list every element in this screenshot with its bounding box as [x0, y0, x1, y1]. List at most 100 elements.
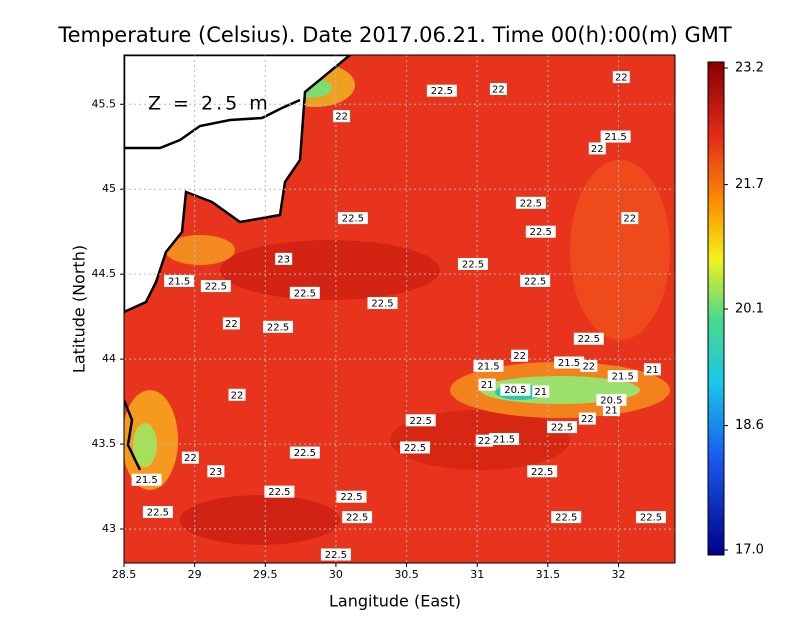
contour-label-box [200, 280, 231, 293]
y-tick-label: 45 [102, 182, 116, 195]
contour-label: 22.5 [531, 467, 553, 478]
contour-label: 22 [478, 436, 491, 447]
contour-label: 22.5 [520, 198, 542, 209]
x-tick-label: 30.5 [394, 568, 419, 581]
contour-label: 22.5 [431, 86, 453, 97]
contour-label: 22.5 [410, 416, 432, 427]
y-tick-label: 43 [102, 522, 116, 535]
contour-label: 22.5 [578, 334, 600, 345]
contour-label-box [580, 359, 598, 372]
contour-label-box [289, 446, 320, 459]
colorbar-label: 21.7 [735, 177, 764, 192]
contour-label: 21.5 [135, 475, 157, 486]
contour-label-box [500, 383, 531, 396]
contour-label-box [142, 506, 173, 519]
contour-label-box [264, 485, 295, 498]
contour-label: 21.5 [493, 434, 515, 445]
y-axis-label: Latitude (North) [70, 245, 89, 373]
contour-label-box [520, 274, 551, 287]
contour-label-box [342, 511, 373, 524]
contour-label-box [426, 84, 457, 97]
contour-label: 23 [277, 254, 290, 265]
contour-label-box [275, 252, 293, 265]
contour-label-box [596, 393, 627, 406]
contour-label: 22.5 [267, 322, 289, 333]
contour-label: 23 [209, 467, 222, 478]
contour-label: 22.5 [524, 276, 546, 287]
contour-label-box [478, 378, 496, 391]
contour-label: 22.5 [294, 448, 316, 459]
contour-label-box [228, 388, 246, 401]
x-tick-label: 29.5 [253, 568, 278, 581]
contour-label: 22.5 [371, 299, 393, 310]
contour-label: 22.5 [205, 282, 227, 293]
y-tick-label: 44 [102, 352, 116, 365]
contour-label-box [511, 349, 529, 362]
contour-label: 22 [231, 390, 244, 401]
contour-label: 22.5 [551, 423, 573, 434]
contour-label-box [489, 432, 520, 445]
field [124, 55, 675, 563]
x-tick-label: 32 [611, 568, 625, 581]
x-tick-label: 29 [188, 568, 202, 581]
contour-label: 20.5 [504, 385, 526, 396]
contour-label: 22.5 [342, 214, 364, 225]
contour-label-box [181, 451, 199, 464]
contour-label: 22 [615, 73, 628, 84]
contour-label-box [600, 130, 631, 143]
contour-label: 22.5 [340, 492, 362, 503]
contour-label-box [621, 212, 639, 225]
y-tick-label: 43.5 [92, 437, 117, 450]
contour-label: 21 [481, 380, 494, 391]
contour-label-box [400, 441, 431, 454]
contour-label-box [333, 110, 351, 123]
contour-label-box [222, 317, 240, 330]
contour-label-box [262, 320, 293, 333]
plot-frame [123, 54, 676, 564]
contour-label-box [551, 511, 582, 524]
contour-label: 21.5 [477, 361, 499, 372]
contour-label-box [612, 71, 630, 84]
contour-label-box [602, 404, 620, 417]
contour-label: 22 [225, 319, 238, 330]
x-tick-label: 30 [329, 568, 343, 581]
contour-label-box [546, 421, 577, 434]
contour-label-box [554, 356, 585, 369]
contour-label-box [489, 82, 507, 95]
contour-label-box [337, 212, 368, 225]
y-tick-label: 45.5 [92, 97, 117, 110]
contour-label: 21 [534, 387, 547, 398]
contour-label-box [527, 465, 558, 478]
contour-label-box [473, 359, 504, 372]
contour-label-box [515, 196, 546, 209]
contour-label: 21.5 [612, 372, 634, 383]
contour-label: 22 [513, 351, 526, 362]
contour-label: 22.5 [268, 487, 290, 498]
colorbar-label: 18.6 [735, 418, 764, 433]
contour-label-box [320, 548, 351, 561]
contour-label-box [336, 490, 367, 503]
colorbar-label: 20.1 [735, 302, 764, 317]
contour-label: 21.5 [558, 358, 580, 369]
x-tick-label: 31 [470, 568, 484, 581]
colorbar [707, 61, 725, 556]
contour-label: 22 [623, 214, 636, 225]
colorbar-label: 17.0 [735, 543, 764, 558]
contour-label: 22 [184, 453, 197, 464]
contour-label: 22.5 [294, 288, 316, 299]
contour-label: 22.5 [462, 259, 484, 270]
contour-label: 22.5 [404, 443, 426, 454]
contour-label: 22.5 [640, 513, 662, 524]
contour-label: 22 [591, 144, 604, 155]
contour-label-box [405, 414, 436, 427]
contour-label-box [367, 297, 398, 310]
x-axis-label: Langitude (East) [329, 592, 461, 611]
contour-label-box [643, 363, 661, 376]
contour-label-box [578, 412, 596, 425]
contour-label: 21 [646, 365, 659, 376]
contour-label: 22 [581, 414, 594, 425]
contour-label: 22.5 [530, 227, 552, 238]
contour-label: 22.5 [555, 513, 577, 524]
contour-label: 22.5 [147, 508, 169, 519]
contour-label-box [475, 434, 493, 447]
